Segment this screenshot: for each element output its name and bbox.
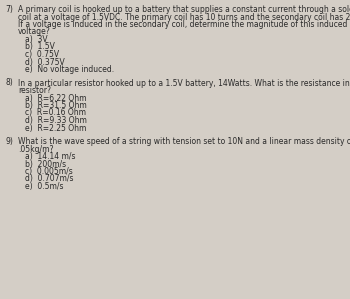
Text: If a voltage is induced in the secondary coil, determine the magnitude of this i: If a voltage is induced in the secondary… <box>18 20 347 29</box>
Text: 8): 8) <box>5 79 13 88</box>
Text: voltage?: voltage? <box>18 28 51 36</box>
Text: What is the wave speed of a string with tension set to 10N and a linear mass den: What is the wave speed of a string with … <box>18 137 350 146</box>
Text: A primary coil is hooked up to a battery that supplies a constant current throug: A primary coil is hooked up to a battery… <box>18 5 350 14</box>
Text: b)  R=31.5 Ohm: b) R=31.5 Ohm <box>25 101 87 110</box>
Text: e)  R=2.25 Ohm: e) R=2.25 Ohm <box>25 123 86 132</box>
Text: e)  No voltage induced.: e) No voltage induced. <box>25 65 114 74</box>
Text: b)  1.5V: b) 1.5V <box>25 42 55 51</box>
Text: a)  14.14 m/s: a) 14.14 m/s <box>25 152 76 161</box>
Text: 7): 7) <box>5 5 13 14</box>
Text: coil at a voltage of 1.5VDC. The primary coil has 10 turns and the secondary coi: coil at a voltage of 1.5VDC. The primary… <box>18 13 350 22</box>
Text: resistor?: resistor? <box>18 86 51 95</box>
Text: c)  0.005m/s: c) 0.005m/s <box>25 167 73 176</box>
Text: e)  0.5m/s: e) 0.5m/s <box>25 182 63 191</box>
Text: c)  0.75V: c) 0.75V <box>25 50 59 59</box>
Text: b)  200m/s: b) 200m/s <box>25 159 66 169</box>
Text: .05kg/m?: .05kg/m? <box>18 144 54 153</box>
Text: d)  0.707m/s: d) 0.707m/s <box>25 175 74 184</box>
Text: d)  0.375V: d) 0.375V <box>25 57 65 66</box>
Text: d)  R=9.33 Ohm: d) R=9.33 Ohm <box>25 116 87 125</box>
Text: a)  R=6.22 Ohm: a) R=6.22 Ohm <box>25 94 86 103</box>
Text: c)  R=0.16 Ohm: c) R=0.16 Ohm <box>25 109 86 118</box>
Text: In a particular resistor hooked up to a 1.5V battery, 14Watts. What is the resis: In a particular resistor hooked up to a … <box>18 79 350 88</box>
Text: a)  3V: a) 3V <box>25 35 48 44</box>
Text: 9): 9) <box>5 137 13 146</box>
